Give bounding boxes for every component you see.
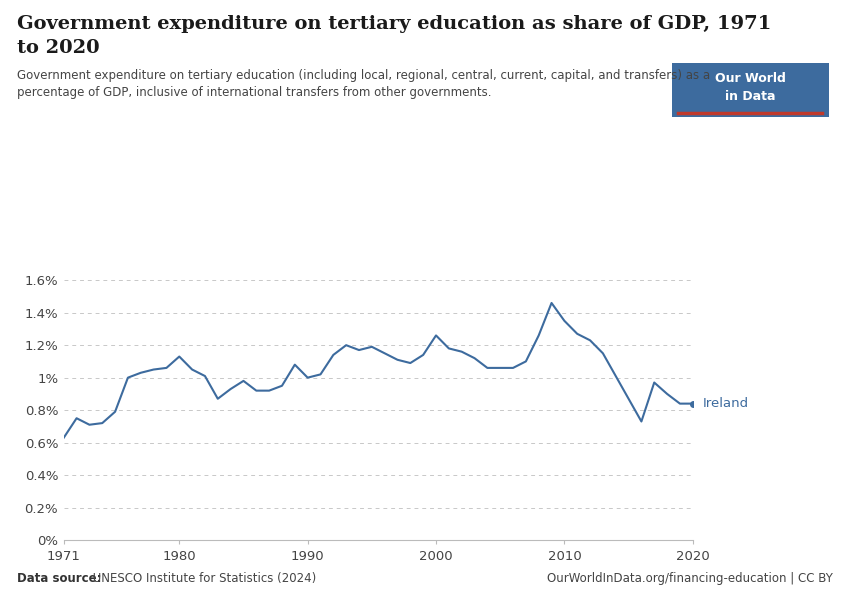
Text: Government expenditure on tertiary education as share of GDP, 1971: Government expenditure on tertiary educa… xyxy=(17,15,772,33)
Text: UNESCO Institute for Statistics (2024): UNESCO Institute for Statistics (2024) xyxy=(89,572,316,585)
Text: to 2020: to 2020 xyxy=(17,39,99,57)
Text: Data source:: Data source: xyxy=(17,572,101,585)
Text: Government expenditure on tertiary education (including local, regional, central: Government expenditure on tertiary educa… xyxy=(17,69,710,99)
Text: Our World: Our World xyxy=(715,71,785,85)
Text: in Data: in Data xyxy=(725,90,775,103)
Text: OurWorldInData.org/financing-education | CC BY: OurWorldInData.org/financing-education |… xyxy=(547,572,833,585)
Text: Ireland: Ireland xyxy=(703,397,749,410)
